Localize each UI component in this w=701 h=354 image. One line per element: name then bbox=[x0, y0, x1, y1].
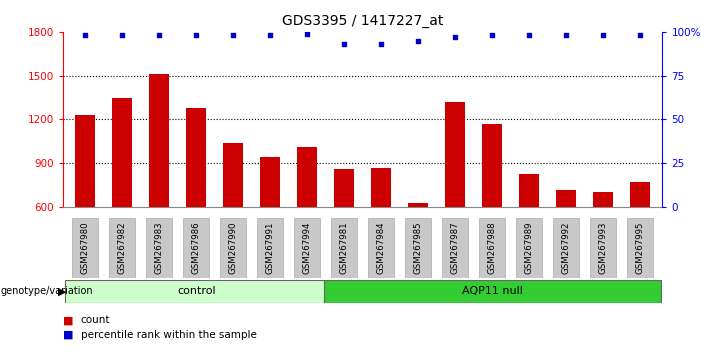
FancyBboxPatch shape bbox=[184, 218, 209, 278]
Bar bbox=[260, 158, 280, 295]
FancyBboxPatch shape bbox=[109, 218, 135, 278]
Point bbox=[413, 38, 424, 44]
Text: ▶: ▶ bbox=[58, 286, 67, 296]
Bar bbox=[519, 173, 540, 295]
Text: count: count bbox=[81, 315, 110, 325]
Point bbox=[228, 33, 239, 38]
Text: GSM267984: GSM267984 bbox=[376, 222, 386, 274]
Bar bbox=[408, 203, 428, 295]
Point bbox=[524, 33, 535, 38]
Text: genotype/variation: genotype/variation bbox=[1, 286, 93, 296]
Bar bbox=[371, 168, 391, 295]
Bar bbox=[334, 169, 355, 295]
FancyBboxPatch shape bbox=[65, 280, 327, 303]
Text: GSM267986: GSM267986 bbox=[192, 222, 200, 274]
Text: GSM267995: GSM267995 bbox=[636, 222, 645, 274]
FancyBboxPatch shape bbox=[332, 218, 358, 278]
Text: GSM267981: GSM267981 bbox=[340, 222, 349, 274]
Text: GSM267983: GSM267983 bbox=[155, 222, 164, 274]
FancyBboxPatch shape bbox=[294, 218, 320, 278]
Text: GSM267987: GSM267987 bbox=[451, 222, 460, 274]
Point bbox=[265, 33, 276, 38]
Text: GSM267980: GSM267980 bbox=[81, 222, 90, 274]
FancyBboxPatch shape bbox=[627, 218, 653, 278]
FancyBboxPatch shape bbox=[368, 218, 394, 278]
Bar bbox=[445, 102, 465, 295]
Text: GSM267992: GSM267992 bbox=[562, 222, 571, 274]
FancyBboxPatch shape bbox=[220, 218, 246, 278]
Text: GSM267994: GSM267994 bbox=[303, 222, 312, 274]
FancyBboxPatch shape bbox=[405, 218, 431, 278]
Bar bbox=[149, 74, 170, 295]
Text: GSM267991: GSM267991 bbox=[266, 222, 275, 274]
FancyBboxPatch shape bbox=[590, 218, 616, 278]
Text: GSM267985: GSM267985 bbox=[414, 222, 423, 274]
Bar bbox=[556, 190, 576, 295]
Text: GSM267988: GSM267988 bbox=[488, 222, 497, 274]
Point bbox=[561, 33, 572, 38]
Title: GDS3395 / 1417227_at: GDS3395 / 1417227_at bbox=[282, 14, 444, 28]
FancyBboxPatch shape bbox=[553, 218, 579, 278]
Text: GSM267989: GSM267989 bbox=[525, 222, 533, 274]
Point bbox=[486, 33, 498, 38]
FancyBboxPatch shape bbox=[517, 218, 542, 278]
Point bbox=[80, 33, 91, 38]
FancyBboxPatch shape bbox=[147, 218, 172, 278]
Text: ■: ■ bbox=[63, 330, 74, 339]
FancyBboxPatch shape bbox=[442, 218, 468, 278]
Bar bbox=[186, 108, 207, 295]
Point bbox=[301, 31, 313, 36]
Bar bbox=[630, 182, 651, 295]
Point bbox=[449, 34, 461, 40]
Point bbox=[634, 33, 646, 38]
Point bbox=[376, 41, 387, 47]
Bar bbox=[482, 124, 503, 295]
Bar bbox=[112, 98, 132, 295]
FancyBboxPatch shape bbox=[72, 218, 98, 278]
Text: GSM267993: GSM267993 bbox=[599, 222, 608, 274]
Text: AQP11 null: AQP11 null bbox=[462, 286, 523, 296]
Point bbox=[598, 33, 609, 38]
Point bbox=[191, 33, 202, 38]
Text: GSM267990: GSM267990 bbox=[229, 222, 238, 274]
FancyBboxPatch shape bbox=[257, 218, 283, 278]
Bar bbox=[223, 143, 243, 295]
Bar bbox=[297, 147, 318, 295]
Text: control: control bbox=[177, 286, 216, 296]
Bar bbox=[593, 193, 613, 295]
Bar bbox=[75, 115, 95, 295]
Point bbox=[116, 33, 128, 38]
Text: ■: ■ bbox=[63, 315, 74, 325]
FancyBboxPatch shape bbox=[324, 280, 660, 303]
Point bbox=[154, 33, 165, 38]
Text: percentile rank within the sample: percentile rank within the sample bbox=[81, 330, 257, 339]
Text: GSM267982: GSM267982 bbox=[118, 222, 127, 274]
FancyBboxPatch shape bbox=[479, 218, 505, 278]
Point bbox=[339, 41, 350, 47]
